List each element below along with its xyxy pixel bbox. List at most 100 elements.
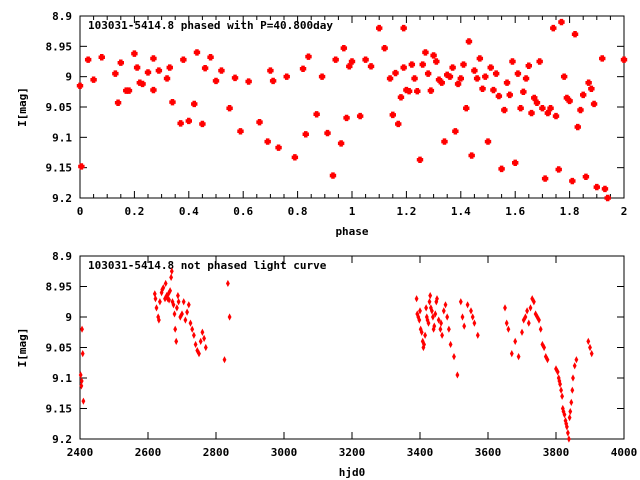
data-point [547, 105, 554, 112]
x-tick-label: 1 [349, 205, 356, 218]
x-tick-label: 0 [77, 205, 84, 218]
data-point [212, 77, 220, 85]
data-point [427, 298, 432, 306]
data-point [144, 69, 152, 76]
data-point [199, 120, 206, 128]
data-point [531, 94, 538, 102]
data-point [397, 94, 405, 101]
data-point [562, 411, 567, 419]
data-point [528, 109, 535, 117]
data-point [574, 356, 579, 364]
data-point [571, 30, 579, 38]
x-tick-label: 0.4 [179, 205, 199, 218]
x-tick-label: 2800 [203, 446, 230, 459]
data-point [80, 325, 84, 333]
data-point [131, 50, 138, 57]
data-point [446, 325, 451, 333]
data-point [446, 73, 454, 80]
data-point [533, 99, 541, 106]
data-point [577, 106, 584, 114]
data-point [620, 56, 628, 63]
data-point [405, 88, 413, 95]
data-point [468, 152, 475, 159]
data-point [571, 374, 575, 382]
data-point [567, 414, 572, 422]
data-point [503, 79, 511, 86]
data-point [430, 52, 437, 59]
data-point [395, 120, 402, 128]
data-point [521, 316, 526, 324]
data-point [428, 292, 433, 300]
data-point [565, 429, 570, 437]
data-point [526, 319, 531, 327]
data-point [560, 404, 565, 413]
data-point [509, 58, 516, 65]
data-point [76, 82, 84, 89]
data-point [589, 350, 594, 358]
data-point [203, 343, 208, 352]
data-point [98, 54, 105, 61]
data-point [586, 337, 591, 345]
data-point [520, 88, 527, 96]
data-point [429, 307, 434, 315]
data-point [440, 331, 445, 339]
data-point [174, 304, 179, 312]
data-point [501, 106, 508, 114]
data-point [169, 273, 174, 281]
data-point [291, 154, 299, 161]
data-point [176, 298, 181, 306]
data-point [487, 64, 494, 71]
data-point [256, 118, 263, 126]
data-point [181, 298, 186, 306]
data-point [169, 267, 174, 275]
data-point [498, 165, 505, 173]
data-point [201, 64, 209, 72]
y-tick-label: 9 [65, 311, 72, 324]
data-point [418, 325, 423, 333]
data-point [572, 362, 577, 370]
data-point [343, 114, 350, 122]
data-point [198, 337, 203, 345]
y-tick-label: 9.1 [52, 131, 72, 144]
data-point [455, 371, 460, 379]
data-point [79, 377, 84, 385]
data-point [525, 62, 532, 69]
data-point [421, 343, 426, 352]
data-point [167, 296, 171, 304]
data-point [452, 353, 456, 361]
data-point [163, 279, 168, 288]
x-tick-label: 3600 [475, 446, 502, 459]
data-point [172, 310, 177, 318]
data-point [448, 340, 453, 349]
data-point [441, 138, 448, 145]
phased-light-curve-plot: 0 0.2 0.4 0.6 0.8 1 1.2 1.4 1.6 1.8 2 8.9 8.95 9 9.05 9… [16, 10, 627, 238]
data-point [200, 328, 205, 336]
data-point [79, 382, 84, 390]
data-point [454, 80, 462, 88]
data-point [475, 331, 480, 339]
data-point [362, 56, 369, 63]
data-point [431, 313, 435, 321]
data-point [422, 49, 429, 56]
data-point [441, 307, 446, 315]
data-point [340, 44, 348, 52]
data-point [560, 73, 568, 80]
data-point [411, 75, 418, 82]
y-tick-label: 9.05 [46, 342, 73, 355]
data-point [522, 75, 530, 82]
data-point [516, 353, 521, 361]
y-tick-label: 9.2 [52, 433, 72, 446]
data-point [537, 316, 541, 324]
data-point [463, 105, 470, 112]
data-point [509, 350, 514, 358]
data-point [117, 59, 124, 66]
data-point [585, 79, 592, 86]
data-point [525, 307, 530, 315]
y-tick-label: 9.15 [46, 403, 73, 416]
data-point [582, 173, 590, 180]
data-point [530, 295, 535, 303]
data-point [125, 87, 133, 94]
data-point [458, 298, 463, 306]
data-point [531, 298, 536, 306]
data-point [460, 313, 465, 321]
